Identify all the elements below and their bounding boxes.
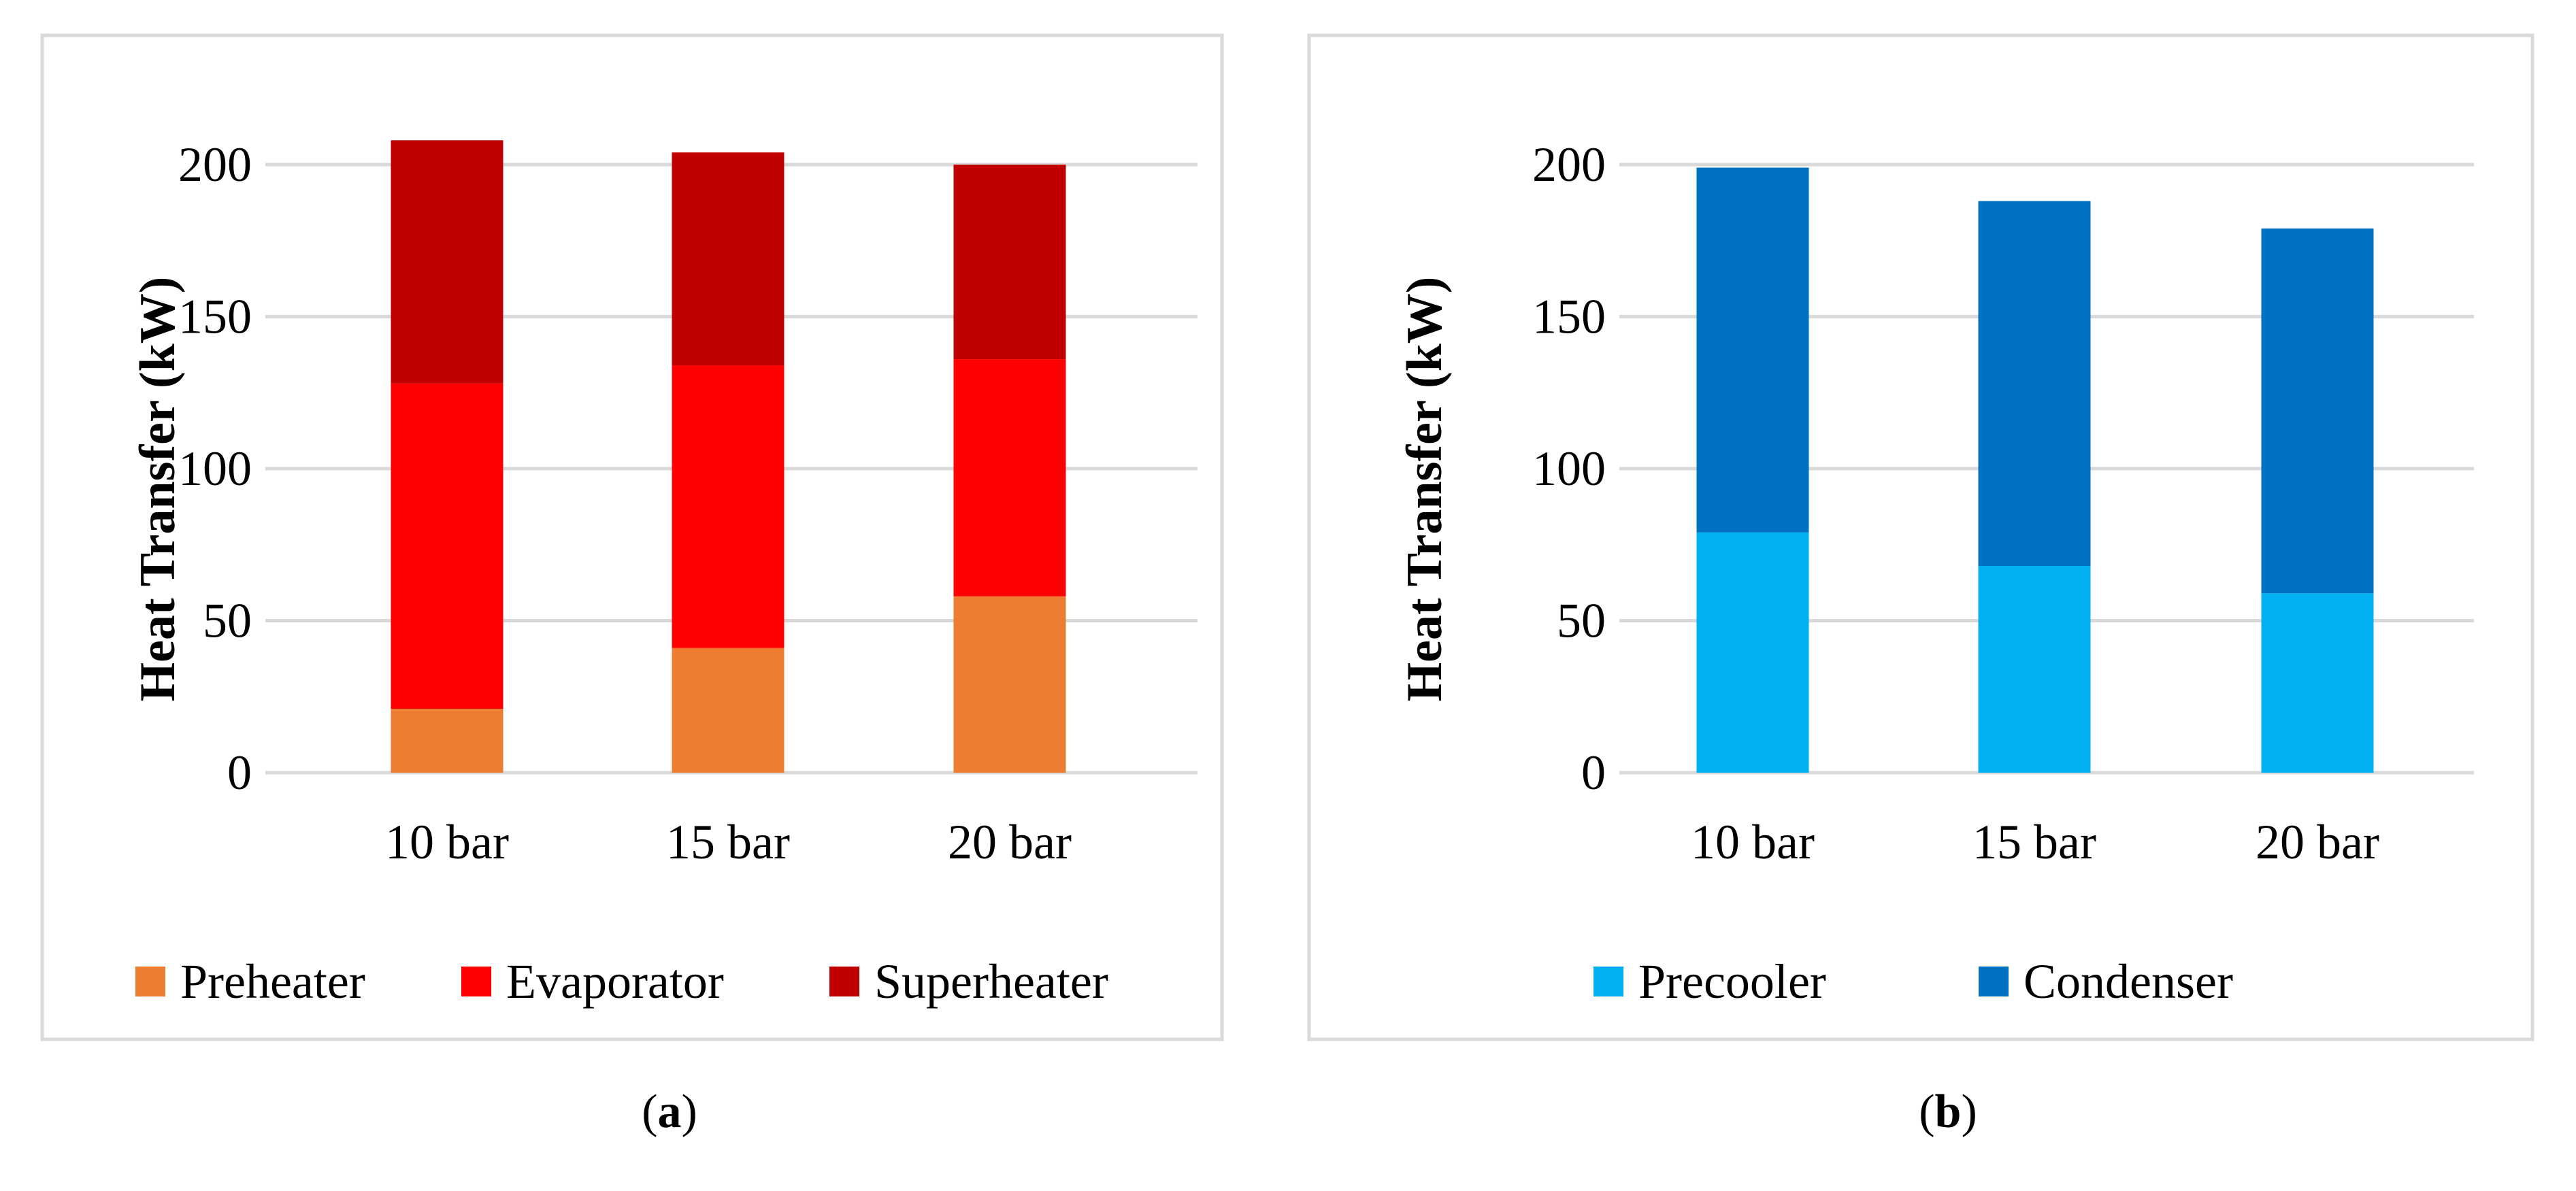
- bar-evaporator-15-bar: [672, 365, 785, 648]
- y-tick-label-100: 100: [1532, 441, 1606, 496]
- bar-evaporator-10-bar: [391, 383, 503, 709]
- caption-b-open: (: [1919, 1086, 1935, 1138]
- y-axis-title: Heat Transfer (kW): [1397, 277, 1453, 702]
- y-tick-label-0: 0: [227, 745, 252, 800]
- caption-b: (b): [1846, 1085, 2050, 1139]
- legend-swatch-condenser: [1979, 967, 2009, 996]
- bar-precooler-20-bar: [2261, 593, 2374, 773]
- caption-b-close: ): [1961, 1086, 1977, 1138]
- y-tick-label-0: 0: [1581, 745, 1606, 800]
- legend-swatch-evaporator: [461, 967, 491, 996]
- bar-precooler-10-bar: [1696, 532, 1809, 773]
- caption-a: (a): [567, 1085, 772, 1139]
- x-tick-label-15-bar: 15 bar: [666, 815, 790, 869]
- bar-preheater-15-bar: [672, 648, 785, 773]
- bar-preheater-20-bar: [953, 596, 1066, 773]
- bar-condenser-15-bar: [1978, 201, 2091, 567]
- y-tick-label-150: 150: [178, 290, 252, 344]
- x-tick-label-10-bar: 10 bar: [385, 815, 509, 869]
- legend-swatch-superheater: [829, 967, 859, 996]
- y-tick-label-200: 200: [1532, 137, 1606, 192]
- caption-b-label: b: [1934, 1086, 1962, 1138]
- legend-swatch-precooler: [1594, 967, 1623, 996]
- chart-panel-b: 0 50 100 150 200 10 bar 15 bar 20 bar Heat Trans…: [1307, 33, 2534, 1041]
- legend-label-superheater: Superheater: [874, 954, 1108, 1009]
- y-tick-label-100: 100: [178, 441, 252, 496]
- caption-a-label: a: [657, 1086, 682, 1138]
- x-tick-label-20-bar: 20 bar: [948, 815, 1072, 869]
- x-tick-label-15-bar: 15 bar: [1972, 815, 2096, 869]
- x-tick-label-20-bar: 20 bar: [2256, 815, 2379, 869]
- y-tick-label-50: 50: [1557, 594, 1606, 648]
- chart-panel-a: 0 50 100 150 200 10 bar 15 bar 20 bar Heat Trans…: [40, 33, 1224, 1041]
- bar-superheater-15-bar: [672, 152, 785, 366]
- bar-evaporator-20-bar: [953, 359, 1066, 597]
- legend-swatch-preheater: [135, 967, 165, 996]
- y-tick-label-200: 200: [178, 137, 252, 192]
- bar-preheater-10-bar: [391, 709, 503, 773]
- legend-label-preheater: Preheater: [180, 954, 365, 1009]
- caption-a-open: (: [642, 1086, 658, 1138]
- bar-condenser-20-bar: [2261, 228, 2374, 594]
- y-axis-title: Heat Transfer (kW): [130, 277, 186, 702]
- legend-label-precooler: Precooler: [1638, 954, 1826, 1009]
- legend-label-condenser: Condenser: [2024, 954, 2233, 1009]
- y-tick-label-150: 150: [1532, 290, 1606, 344]
- legend-label-evaporator: Evaporator: [506, 954, 724, 1009]
- x-tick-label-10-bar: 10 bar: [1691, 815, 1815, 869]
- bar-condenser-10-bar: [1696, 167, 1809, 533]
- bar-superheater-10-bar: [391, 140, 503, 384]
- bar-precooler-15-bar: [1978, 566, 2091, 773]
- caption-a-close: ): [681, 1086, 697, 1138]
- y-tick-label-50: 50: [203, 594, 252, 648]
- bar-superheater-20-bar: [953, 165, 1066, 360]
